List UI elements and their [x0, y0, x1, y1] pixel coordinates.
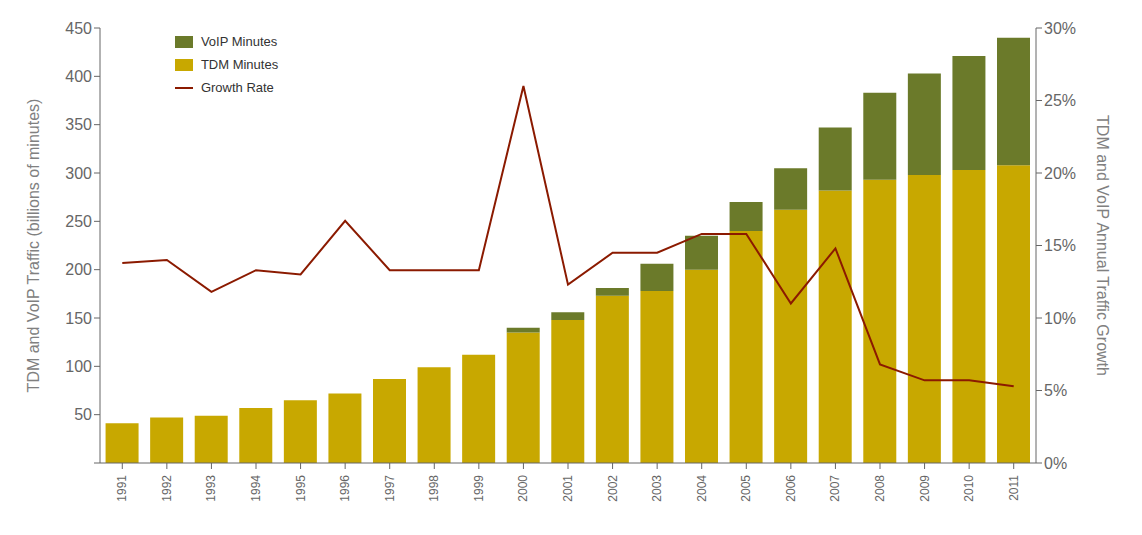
- svg-text:1991: 1991: [115, 475, 129, 502]
- svg-text:TDM and VoIP Traffic (billions: TDM and VoIP Traffic (billions of minute…: [25, 99, 42, 393]
- svg-text:15%: 15%: [1044, 237, 1076, 254]
- svg-text:2009: 2009: [918, 475, 932, 502]
- html-text:TDM Minutes: TDM Minutes: [200, 57, 279, 72]
- svg-text:2000: 2000: [516, 475, 530, 502]
- svg-text:2003: 2003: [650, 475, 664, 502]
- svg-text:200: 200: [65, 261, 92, 278]
- svg-text:2001: 2001: [561, 475, 575, 502]
- svg-text:100: 100: [65, 358, 92, 375]
- svg-text:400: 400: [65, 68, 92, 85]
- svg-text:300: 300: [65, 165, 92, 182]
- svg-text:2005: 2005: [739, 475, 753, 502]
- svg-text:2010: 2010: [962, 475, 976, 502]
- svg-text:0%: 0%: [1044, 455, 1067, 472]
- svg-text:2007: 2007: [828, 475, 842, 502]
- svg-text:450: 450: [65, 20, 92, 37]
- svg-text:1999: 1999: [472, 475, 486, 502]
- svg-text:50: 50: [74, 406, 92, 423]
- svg-text:1992: 1992: [160, 475, 174, 502]
- svg-text:150: 150: [65, 310, 92, 327]
- html-text:Growth Rate: Growth Rate: [200, 80, 274, 95]
- svg-text:1997: 1997: [383, 475, 397, 502]
- svg-text:30%: 30%: [1044, 20, 1076, 37]
- svg-text:10%: 10%: [1044, 310, 1076, 327]
- svg-text:25%: 25%: [1044, 92, 1076, 109]
- svg-text:5%: 5%: [1044, 382, 1067, 399]
- svg-text:1996: 1996: [338, 475, 352, 502]
- svg-text:1994: 1994: [249, 475, 263, 502]
- svg-text:1993: 1993: [204, 475, 218, 502]
- svg-text:2002: 2002: [606, 475, 620, 502]
- svg-text:350: 350: [65, 116, 92, 133]
- svg-text:1998: 1998: [427, 475, 441, 502]
- svg-text:TDM and VoIP Annual Traffic Gr: TDM and VoIP Annual Traffic Growth: [1094, 115, 1111, 376]
- svg-text:2006: 2006: [784, 475, 798, 502]
- svg-text:2008: 2008: [873, 475, 887, 502]
- svg-text:2011: 2011: [1007, 475, 1021, 501]
- svg-text:1995: 1995: [294, 475, 308, 502]
- svg-text:20%: 20%: [1044, 165, 1076, 182]
- svg-text:2004: 2004: [695, 475, 709, 502]
- html-text:VoIP Minutes: VoIP Minutes: [200, 34, 278, 49]
- svg-text:250: 250: [65, 213, 92, 230]
